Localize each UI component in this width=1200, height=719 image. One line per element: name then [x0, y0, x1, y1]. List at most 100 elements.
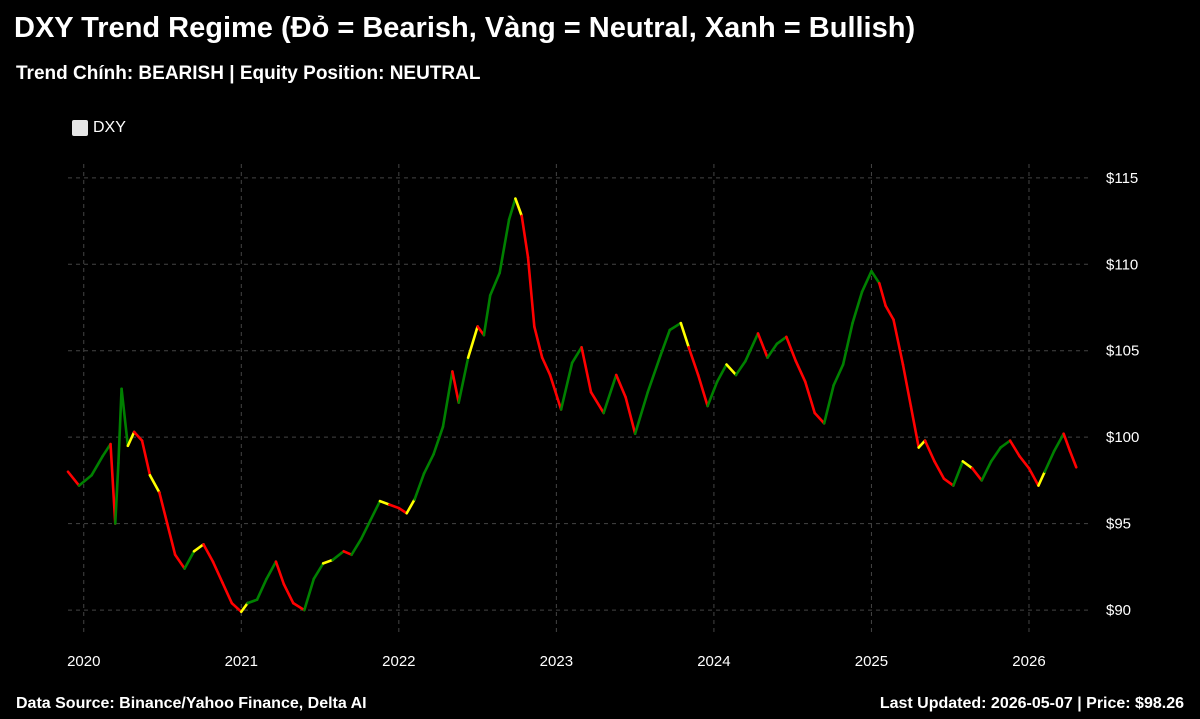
dxy-segment — [909, 404, 921, 449]
dxy-segment — [66, 470, 81, 487]
dxy-segment — [860, 269, 873, 294]
dxy-segment — [734, 359, 747, 377]
dxy-segment — [158, 491, 169, 525]
grid-lines — [68, 164, 1092, 636]
dxy-segment — [378, 499, 391, 506]
dxy-segment — [813, 411, 826, 425]
dxy-segment — [120, 387, 130, 448]
dxy-segment — [1037, 470, 1047, 487]
dxy-segment — [923, 439, 936, 463]
dxy-segment — [1008, 439, 1021, 458]
dxy-segment — [696, 373, 709, 408]
y-tick-label: $105 — [1106, 343, 1139, 360]
dxy-segment — [359, 518, 372, 541]
dxy-segment — [230, 601, 243, 614]
dxy-segment — [265, 560, 278, 581]
dxy-segment — [668, 321, 683, 332]
dxy-segment — [165, 522, 177, 557]
data-source-note: Data Source: Binance/Yahoo Finance, Delt… — [16, 695, 367, 712]
dxy-segment — [211, 560, 224, 584]
dxy-segment — [113, 461, 120, 525]
legend-label-dxy: DXY — [93, 119, 126, 136]
dxy-segment — [1027, 466, 1040, 487]
dxy-segment — [397, 506, 409, 515]
dxy-segment — [507, 197, 517, 221]
x-tick-label: 2025 — [855, 653, 888, 670]
dxy-segment — [933, 460, 946, 480]
dxy-segment — [659, 328, 672, 358]
dxy-segment — [514, 197, 524, 218]
dxy-segment — [706, 380, 719, 408]
dxy-segment — [342, 549, 353, 557]
dxy-segment — [109, 442, 117, 525]
dxy-segment — [388, 503, 401, 510]
dxy-segment — [331, 549, 345, 562]
dxy-segment — [117, 387, 123, 465]
dxy-segment — [999, 439, 1012, 449]
dxy-segment — [498, 218, 511, 275]
dxy-segment — [832, 363, 845, 387]
chart-title: DXY Trend Regime (Đỏ = Bearish, Vàng = N… — [14, 12, 916, 44]
dxy-segment — [901, 363, 913, 408]
dxy-segment — [646, 354, 662, 394]
dxy-segment — [952, 460, 965, 487]
dxy-segment — [775, 335, 788, 346]
dxy-segment — [533, 325, 544, 359]
dxy-segment — [441, 370, 454, 429]
x-tick-label: 2026 — [1012, 653, 1045, 670]
dxy-segment — [961, 460, 974, 470]
x-tick-label: 2024 — [697, 653, 730, 670]
dxy-segment — [432, 425, 445, 456]
dxy-segment — [942, 477, 955, 487]
dxy-segment — [884, 304, 895, 321]
dxy-segment — [221, 581, 234, 605]
dxy-segment — [140, 439, 152, 477]
dxy-segment — [457, 356, 470, 404]
dxy-segment — [841, 321, 854, 366]
dxy-segment — [312, 562, 325, 581]
x-tick-label: 2023 — [540, 653, 573, 670]
y-tick-label: $115 — [1106, 170, 1138, 187]
dxy-segment — [482, 294, 492, 337]
dxy-segment — [1018, 454, 1031, 470]
dxy-segment — [794, 359, 807, 384]
dxy-segment — [255, 577, 268, 601]
dxy-segment — [192, 543, 205, 553]
dxy-segment — [602, 373, 618, 415]
x-axis: 2020 2021 2022 2023 2024 2025 2026 — [67, 653, 1046, 670]
dxy-segment — [570, 345, 583, 365]
legend: DXY — [72, 119, 126, 137]
dxy-segment — [526, 256, 536, 328]
dxy-segment — [851, 290, 864, 325]
dxy-segment — [870, 269, 881, 285]
dxy-segment — [715, 363, 728, 384]
dxy-segment — [202, 543, 215, 563]
dxy-segment — [1062, 432, 1072, 453]
dxy-segment — [989, 446, 1002, 463]
dxy-segment — [725, 363, 738, 377]
dxy-segment — [488, 271, 501, 297]
dxy-segment — [77, 473, 93, 487]
x-tick-label: 2020 — [67, 653, 100, 670]
last-updated-note: Last Updated: 2026-05-07 | Price: $98.26 — [879, 695, 1184, 712]
dxy-segment — [687, 345, 700, 377]
dxy-segment — [132, 430, 144, 442]
dxy-segment — [451, 370, 460, 404]
dxy-segment — [766, 342, 779, 359]
dxy-segment — [148, 473, 161, 494]
dxy-segment — [540, 356, 552, 377]
dxy-segment — [559, 361, 574, 411]
dxy-segment — [878, 281, 887, 308]
dxy-segment — [350, 537, 363, 557]
x-tick-label: 2021 — [225, 653, 258, 670]
dxy-segment — [274, 560, 286, 586]
dxy-segment — [679, 321, 691, 349]
dxy-segment — [422, 453, 435, 475]
y-tick-label: $110 — [1106, 256, 1138, 273]
dxy-segment — [282, 582, 295, 605]
x-tick-label: 2022 — [382, 653, 415, 670]
y-tick-label: $95 — [1106, 516, 1131, 533]
dxy-segment — [183, 549, 196, 570]
dxy-segment — [405, 498, 416, 515]
dxy-segment — [980, 460, 993, 482]
